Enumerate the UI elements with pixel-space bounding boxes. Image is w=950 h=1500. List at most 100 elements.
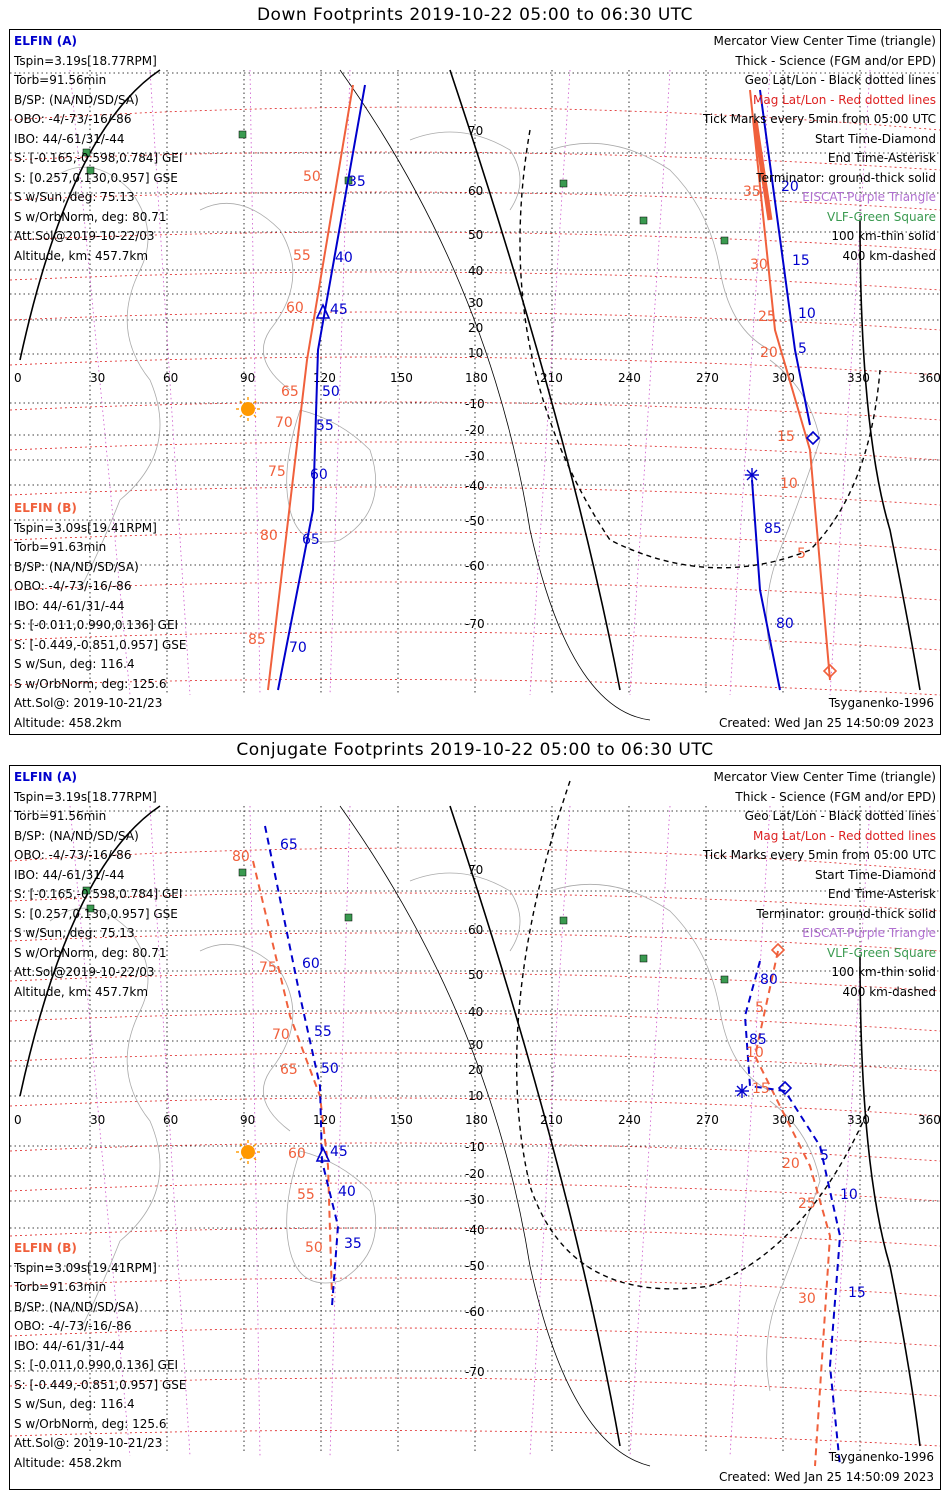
svg-text:60: 60 <box>286 300 304 316</box>
geo-grid <box>10 806 940 1451</box>
svg-text:85: 85 <box>749 1032 767 1048</box>
info-line: Torb=91.56min <box>14 73 107 87</box>
svg-text:0: 0 <box>14 1113 22 1127</box>
legend-line: Start Time-Diamond <box>814 131 936 146</box>
svg-text:15: 15 <box>777 429 795 445</box>
info-line: S w/OrbNorm, deg: 125.6 <box>14 676 167 691</box>
svg-text:20: 20 <box>781 179 799 195</box>
svg-text:60: 60 <box>310 467 328 483</box>
svg-text:150: 150 <box>390 1113 413 1127</box>
info-line: Att.Sol@: 2019-10-21/23 <box>14 696 163 710</box>
legend-line: Start Time-Diamond <box>814 867 936 882</box>
info-line: Tspin=3.19s[18.77RPM] <box>14 53 157 68</box>
svg-text:-70: -70 <box>465 1365 485 1379</box>
svg-text:30: 30 <box>750 257 768 273</box>
svg-text:-40: -40 <box>465 1223 485 1237</box>
svg-text:-10: -10 <box>465 397 485 411</box>
svg-text:50: 50 <box>305 1240 323 1256</box>
legend-line: VLF-Green Square <box>827 209 936 224</box>
info-line: B/SP: (NA/ND/SD/SA) <box>14 559 139 574</box>
info-line: B/SP: (NA/ND/SD/SA) <box>14 1299 139 1314</box>
elfin-a-header: ELFIN (A) <box>14 34 77 48</box>
svg-text:30: 30 <box>90 371 105 385</box>
track-b-labels: 80 75 70 65 60 55 50 5 10 15 20 25 30 <box>232 849 816 1307</box>
elfin-b-header: ELFIN (B) <box>14 501 77 515</box>
svg-text:10: 10 <box>468 1089 483 1103</box>
svg-text:35: 35 <box>344 1236 362 1252</box>
model-label: Tsyganenko-1996 <box>828 1450 934 1464</box>
legend-line: 100 km-thin solid <box>831 965 936 979</box>
info-line: Altitude, km: 457.7km <box>14 248 149 263</box>
info-line: Att.Sol@: 2019-10-21/23 <box>14 1436 163 1450</box>
svg-text:-50: -50 <box>465 1259 485 1273</box>
svg-text:60: 60 <box>163 1113 178 1127</box>
svg-text:90: 90 <box>240 1113 255 1127</box>
svg-text:20: 20 <box>782 1156 800 1172</box>
info-line: Tspin=3.19s[18.77RPM] <box>14 789 157 804</box>
svg-text:30: 30 <box>90 1113 105 1127</box>
info-line: OBO: -4/-73/-16/-86 <box>14 579 132 593</box>
svg-text:15: 15 <box>848 1285 866 1301</box>
info-line: S: [-0.449,-0.851,0.957] GSE <box>14 1377 187 1392</box>
info-line: IBO: 44/-61/31/-44 <box>14 131 125 146</box>
svg-text:-70: -70 <box>465 617 485 631</box>
elfin-b-track <box>267 84 831 691</box>
info-line: B/SP: (NA/ND/SD/SA) <box>14 828 139 843</box>
info-line: S: [-0.011,0.990,0.136] GEI <box>14 1358 179 1372</box>
svg-text:20: 20 <box>760 345 778 361</box>
svg-text:60: 60 <box>468 923 483 937</box>
legend-line: End Time-Asterisk <box>827 887 936 901</box>
info-line: S w/Sun, deg: 116.4 <box>14 1397 135 1411</box>
svg-text:210: 210 <box>540 1113 563 1127</box>
legend-line: VLF-Green Square <box>827 945 936 960</box>
svg-text:5: 5 <box>797 546 806 562</box>
svg-text:240: 240 <box>618 1113 641 1127</box>
info-line: S: [-0.165,-0.598,0.784] GEI <box>14 887 183 901</box>
svg-text:60: 60 <box>288 1146 306 1162</box>
svg-text:55: 55 <box>314 1024 332 1040</box>
svg-text:10: 10 <box>840 1187 858 1203</box>
svg-text:55: 55 <box>316 418 334 434</box>
svg-text:180: 180 <box>465 1113 488 1127</box>
info-line: S w/Sun, deg: 75.13 <box>14 190 135 204</box>
svg-text:15: 15 <box>752 1081 770 1097</box>
svg-text:50: 50 <box>321 1061 339 1077</box>
svg-text:330: 330 <box>847 371 870 385</box>
track-markers <box>315 942 793 1162</box>
svg-text:360: 360 <box>918 1113 940 1127</box>
info-line: S: [-0.449,-0.851,0.957] GSE <box>14 637 187 652</box>
svg-text:10: 10 <box>798 306 816 322</box>
info-line: S: [0.257,0.130,0.957] GSE <box>14 906 178 921</box>
info-line: S w/Sun, deg: 116.4 <box>14 657 135 671</box>
svg-text:60: 60 <box>468 184 483 198</box>
created-label: Created: Wed Jan 25 14:50:09 2023 <box>719 1470 934 1484</box>
svg-text:50: 50 <box>468 228 483 242</box>
legend: Mercator View Center Time (triangle) Thi… <box>703 32 936 266</box>
panel-1: 0 30 60 90 120 150 180 210 240 270 300 330 360… <box>9 29 941 735</box>
legend-line: Tick Marks every 5min from 05:00 UTC <box>702 112 936 126</box>
svg-text:80: 80 <box>776 616 794 632</box>
info-line: Altitude, km: 457.7km <box>14 984 149 999</box>
track-markers <box>315 303 838 679</box>
svg-text:50: 50 <box>322 384 340 400</box>
svg-text:75: 75 <box>268 464 286 480</box>
svg-text:-60: -60 <box>465 559 485 573</box>
info-line: S: [-0.011,0.990,0.136] GEI <box>14 618 179 632</box>
svg-text:35: 35 <box>348 174 366 190</box>
mag-grid <box>10 106 940 696</box>
svg-text:30: 30 <box>798 1291 816 1307</box>
svg-text:45: 45 <box>330 1144 348 1160</box>
info-line: IBO: 44/-61/31/-44 <box>14 598 125 613</box>
svg-text:-30: -30 <box>465 1193 485 1207</box>
svg-text:330: 330 <box>847 1113 870 1127</box>
svg-text:85: 85 <box>764 521 782 537</box>
info-line: S w/OrbNorm, deg: 125.6 <box>14 1416 167 1431</box>
svg-text:-60: -60 <box>465 1305 485 1319</box>
info-line: Torb=91.63min <box>14 1280 107 1294</box>
svg-text:5: 5 <box>755 1000 764 1016</box>
svg-text:240: 240 <box>618 371 641 385</box>
svg-text:50: 50 <box>303 169 321 185</box>
svg-text:0: 0 <box>14 371 22 385</box>
svg-text:50: 50 <box>468 968 483 982</box>
elfin-b-track <box>252 860 832 1467</box>
